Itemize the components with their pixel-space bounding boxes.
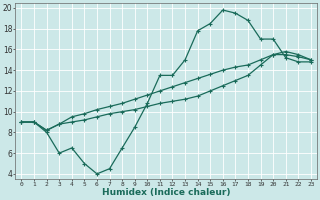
X-axis label: Humidex (Indice chaleur): Humidex (Indice chaleur)	[102, 188, 230, 197]
